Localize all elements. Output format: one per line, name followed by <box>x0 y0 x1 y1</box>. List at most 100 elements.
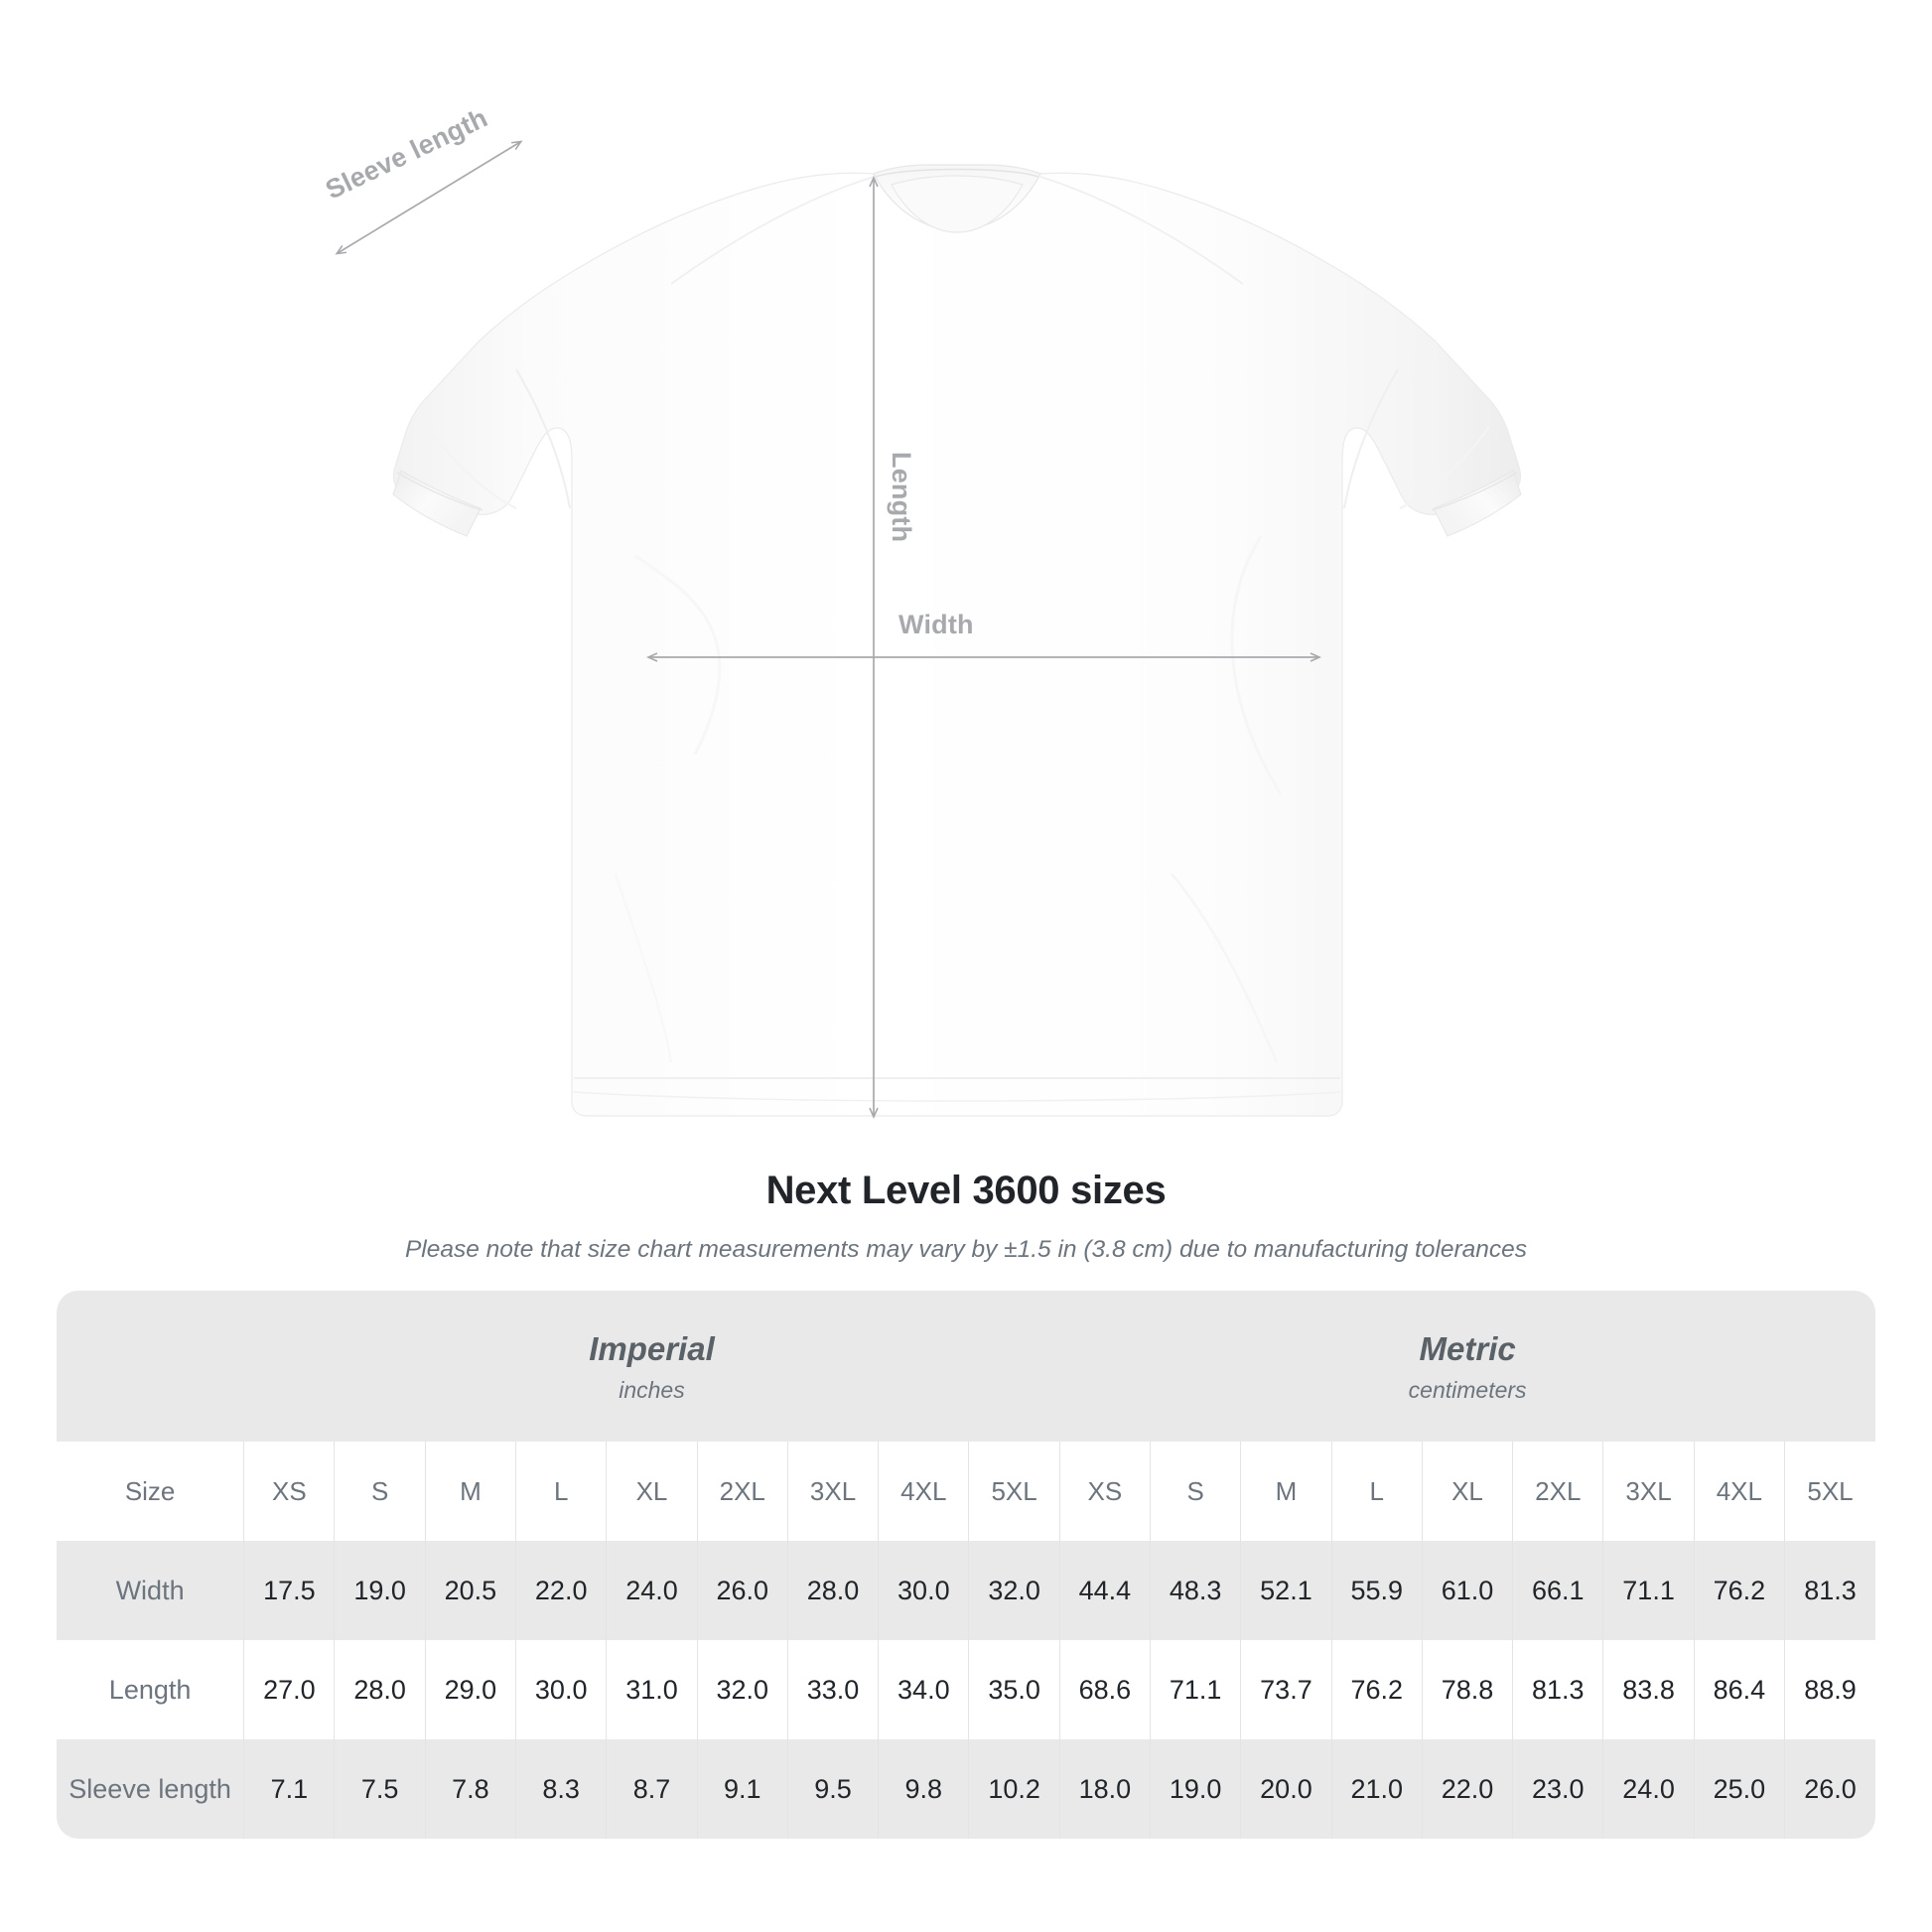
size-col-header-metric-xl: XL <box>1422 1442 1514 1541</box>
cell-metric-4xl: 25.0 <box>1694 1739 1785 1839</box>
page-title: Next Level 3600 sizes <box>765 1169 1167 1212</box>
size-table-head: Imperial inches Metric centimeters <box>57 1291 1875 1442</box>
unit-name-imperial: Imperial <box>589 1330 715 1368</box>
cell-imperial-s: 7.5 <box>334 1739 426 1839</box>
unit-head-blank <box>57 1291 244 1442</box>
size-col-header-imperial-l: L <box>515 1442 608 1541</box>
cell-metric-m: 20.0 <box>1240 1739 1332 1839</box>
cell-imperial-xs: 17.5 <box>243 1541 336 1640</box>
cell-imperial-5xl: 32.0 <box>968 1541 1060 1640</box>
title-block: Next Level 3600 sizes Please note that s… <box>0 1167 1932 1266</box>
cell-imperial-5xl: 10.2 <box>968 1739 1060 1839</box>
cell-imperial-m: 29.0 <box>425 1640 517 1739</box>
cell-metric-xs: 68.6 <box>1059 1640 1152 1739</box>
size-col-header-metric-m: M <box>1240 1442 1332 1541</box>
cell-metric-l: 21.0 <box>1331 1739 1423 1839</box>
cell-metric-xs: 18.0 <box>1059 1739 1152 1839</box>
cell-metric-m: 73.7 <box>1240 1640 1332 1739</box>
size-col-header-imperial-s: S <box>334 1442 426 1541</box>
size-col-header-metric-s: S <box>1150 1442 1242 1541</box>
table-row: Width 17.5 19.0 20.5 22.0 24.0 26.0 28.0 30.0 32.… <box>57 1541 1875 1640</box>
row-label-sleeve-length: Sleeve length <box>57 1739 245 1839</box>
cell-imperial-4xl: 34.0 <box>878 1640 970 1739</box>
cell-imperial-3xl: 28.0 <box>787 1541 880 1640</box>
length-label: Length <box>887 452 916 543</box>
table-row: Sleeve length 7.1 7.5 7.8 8.3 8.7 9.1 9.5 9.8 10.… <box>57 1739 1875 1839</box>
cell-metric-2xl: 66.1 <box>1512 1541 1604 1640</box>
cell-metric-s: 19.0 <box>1150 1739 1242 1839</box>
cell-imperial-4xl: 9.8 <box>878 1739 970 1839</box>
size-table-body: Size XS S M L XL 2XL 3XL 4XL 5XL XS S M L XL 2XL 3XL 4XL 5… <box>57 1442 1875 1839</box>
size-col-header-imperial-xl: XL <box>606 1442 698 1541</box>
size-col-header-imperial-5xl: 5XL <box>968 1442 1060 1541</box>
tshirt-shape <box>392 164 1522 1117</box>
size-col-header-imperial-4xl: 4XL <box>878 1442 970 1541</box>
size-col-header-metric-5xl: 5XL <box>1784 1442 1875 1541</box>
size-col-header-metric-2xl: 2XL <box>1512 1442 1604 1541</box>
cell-imperial-5xl: 35.0 <box>968 1640 1060 1739</box>
size-chart-table: Imperial inches Metric centimeters Size X… <box>57 1291 1875 1839</box>
cell-metric-xl: 78.8 <box>1422 1640 1514 1739</box>
cell-metric-4xl: 76.2 <box>1694 1541 1785 1640</box>
unit-sub-imperial: inches <box>619 1376 685 1403</box>
cell-imperial-2xl: 32.0 <box>697 1640 788 1739</box>
size-col-header-imperial-2xl: 2XL <box>697 1442 788 1541</box>
unit-head-metric: Metric centimeters <box>1059 1291 1875 1442</box>
cell-metric-xs: 44.4 <box>1059 1541 1152 1640</box>
row-label-width: Width <box>57 1541 245 1640</box>
cell-metric-2xl: 23.0 <box>1512 1739 1604 1839</box>
cell-metric-3xl: 24.0 <box>1602 1739 1695 1839</box>
cell-imperial-xl: 31.0 <box>606 1640 698 1739</box>
sleeve-length-arrow <box>335 140 523 255</box>
size-header-label: Size <box>57 1442 245 1541</box>
cell-imperial-l: 30.0 <box>515 1640 608 1739</box>
unit-group-row: Imperial inches Metric centimeters <box>57 1291 1875 1442</box>
cell-imperial-m: 20.5 <box>425 1541 517 1640</box>
cell-imperial-s: 19.0 <box>334 1541 426 1640</box>
unit-head-imperial: Imperial inches <box>243 1291 1060 1442</box>
size-col-header-metric-xs: XS <box>1059 1442 1152 1541</box>
cell-metric-l: 55.9 <box>1331 1541 1423 1640</box>
size-col-header-metric-3xl: 3XL <box>1602 1442 1695 1541</box>
cell-imperial-s: 28.0 <box>334 1640 426 1739</box>
cell-metric-5xl: 81.3 <box>1784 1541 1875 1640</box>
cell-metric-4xl: 86.4 <box>1694 1640 1785 1739</box>
cell-imperial-l: 8.3 <box>515 1739 608 1839</box>
cell-metric-xl: 22.0 <box>1422 1739 1514 1839</box>
size-header-row: Size XS S M L XL 2XL 3XL 4XL 5XL XS S M L XL 2XL 3XL 4XL 5… <box>57 1442 1875 1541</box>
measurement-lines <box>335 140 1321 1119</box>
tshirt-diagram <box>335 140 1522 1119</box>
row-label-length: Length <box>57 1640 245 1739</box>
size-col-header-metric-l: L <box>1331 1442 1423 1541</box>
cell-metric-5xl: 26.0 <box>1784 1739 1875 1839</box>
cell-metric-3xl: 83.8 <box>1602 1640 1695 1739</box>
cell-imperial-3xl: 9.5 <box>787 1739 880 1839</box>
cell-imperial-2xl: 26.0 <box>697 1541 788 1640</box>
cell-imperial-3xl: 33.0 <box>787 1640 880 1739</box>
cell-metric-xl: 61.0 <box>1422 1541 1514 1640</box>
cell-metric-s: 48.3 <box>1150 1541 1242 1640</box>
cell-imperial-l: 22.0 <box>515 1541 608 1640</box>
cell-metric-2xl: 81.3 <box>1512 1640 1604 1739</box>
tolerance-note: Please note that size chart measurements… <box>404 1236 1528 1263</box>
size-col-header-metric-4xl: 4XL <box>1694 1442 1785 1541</box>
size-col-header-imperial-xs: XS <box>243 1442 336 1541</box>
cell-imperial-xs: 7.1 <box>243 1739 336 1839</box>
table-row: Length 27.0 28.0 29.0 30.0 31.0 32.0 33.0 34.0 35… <box>57 1640 1875 1739</box>
size-chart-table-wrap: Imperial inches Metric centimeters Size X… <box>57 1291 1875 1839</box>
cell-metric-5xl: 88.9 <box>1784 1640 1875 1739</box>
cell-metric-m: 52.1 <box>1240 1541 1332 1640</box>
cell-imperial-xl: 8.7 <box>606 1739 698 1839</box>
width-label: Width <box>898 610 974 639</box>
cell-imperial-xs: 27.0 <box>243 1640 336 1739</box>
cell-metric-3xl: 71.1 <box>1602 1541 1695 1640</box>
unit-sub-metric: centimeters <box>1408 1376 1527 1403</box>
size-col-header-imperial-m: M <box>425 1442 517 1541</box>
cell-imperial-xl: 24.0 <box>606 1541 698 1640</box>
size-col-header-imperial-3xl: 3XL <box>787 1442 880 1541</box>
unit-name-metric: Metric <box>1419 1330 1516 1368</box>
cell-imperial-4xl: 30.0 <box>878 1541 970 1640</box>
cell-imperial-2xl: 9.1 <box>697 1739 788 1839</box>
cell-imperial-m: 7.8 <box>425 1739 517 1839</box>
cell-metric-s: 71.1 <box>1150 1640 1242 1739</box>
